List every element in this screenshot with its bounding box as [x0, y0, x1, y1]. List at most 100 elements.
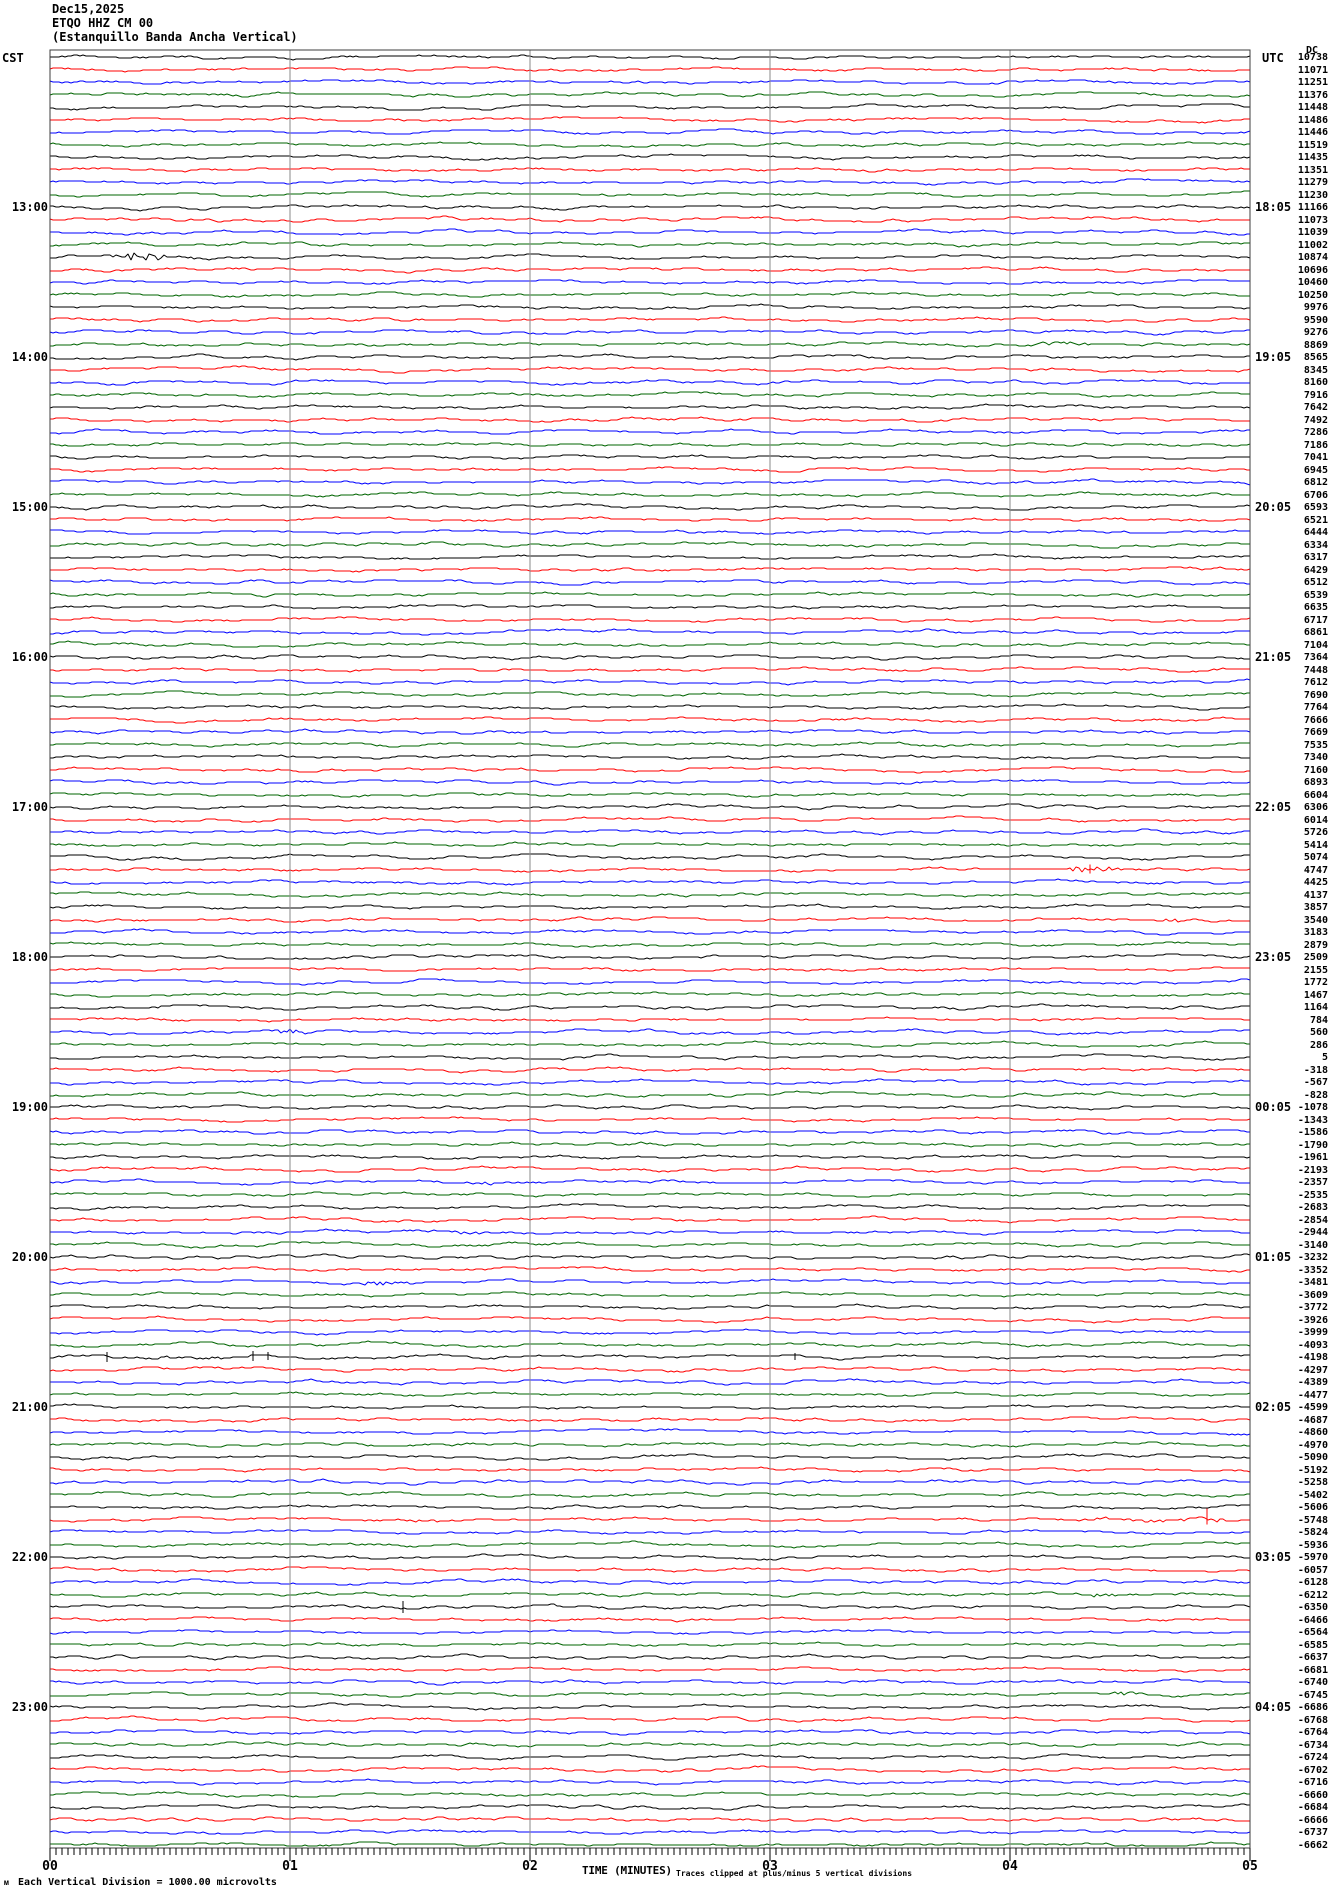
dc-offset-value: 11435 — [1297, 152, 1328, 163]
seismogram-trace — [50, 1228, 1250, 1236]
utc-time-label: 19:05 — [1255, 350, 1292, 364]
dc-offset-value: 1164 — [1303, 1002, 1328, 1013]
dc-offset-value: -318 — [1303, 1064, 1328, 1076]
dc-offset-value: -2854 — [1297, 1214, 1328, 1226]
seismogram-trace — [50, 1778, 1250, 1786]
seismogram-trace — [50, 1491, 1250, 1498]
seismogram-trace — [50, 1078, 1250, 1086]
seismogram-trace — [50, 541, 1250, 549]
dc-offset-value: 11279 — [1297, 177, 1328, 188]
x-tick-label: 00 — [42, 1859, 58, 1874]
seismogram-trace — [50, 1154, 1251, 1160]
dc-offset-value: 11039 — [1297, 227, 1328, 238]
seismogram-trace — [50, 341, 1251, 348]
dc-offset-value: -6734 — [1297, 1739, 1328, 1751]
seismogram-trace — [50, 604, 1250, 610]
seismogram-trace — [50, 741, 1250, 748]
dc-offset-value: 7160 — [1303, 764, 1328, 776]
dc-offset-value: -6745 — [1297, 1689, 1328, 1701]
dc-offset-value: 5 — [1321, 1052, 1328, 1063]
dc-offset-value: 7612 — [1303, 677, 1328, 688]
dc-offset-value: 4425 — [1303, 877, 1328, 888]
utc-time-label: 23:05 — [1255, 950, 1292, 964]
seismogram-trace — [50, 1666, 1251, 1673]
dc-offset-value: 11002 — [1297, 239, 1328, 251]
dc-offset-value: -1343 — [1297, 1114, 1328, 1126]
seismogram-trace — [49, 491, 1250, 498]
dc-offset-value: -6768 — [1297, 1714, 1328, 1726]
seismogram-trace — [49, 1816, 1250, 1822]
dc-offset-value: 6635 — [1303, 602, 1328, 613]
x-tick-label: 04 — [1002, 1859, 1018, 1874]
seismogram-trace — [49, 1829, 1251, 1835]
seismogram-trace — [49, 1441, 1250, 1448]
dc-offset-value: 7286 — [1303, 427, 1328, 438]
dc-offset-value: 7642 — [1303, 402, 1328, 413]
seismogram-trace — [49, 1303, 1250, 1310]
seismogram-trace — [50, 753, 1250, 760]
seismogram-trace — [49, 215, 1250, 223]
dc-offset-value: -1078 — [1297, 1102, 1328, 1113]
seismogram-trace — [50, 666, 1250, 673]
dc-offset-value: 6717 — [1303, 614, 1328, 626]
station-title: ETQO HHZ CM 00 — [52, 16, 154, 30]
seismogram-trace — [50, 866, 1251, 873]
dc-offset-value: 2509 — [1303, 952, 1328, 963]
left-timezone-label: CST — [2, 51, 24, 65]
seismogram-trace — [49, 1566, 1251, 1573]
dc-offset-value: 6604 — [1303, 789, 1328, 801]
dc-offset-value: 6444 — [1303, 527, 1328, 538]
utc-time-label: 04:05 — [1255, 1700, 1292, 1714]
seismogram-trace — [50, 703, 1250, 711]
dc-offset-value: 4747 — [1303, 864, 1328, 876]
dc-offset-value: -3999 — [1297, 1327, 1328, 1338]
dc-offset-value: -3772 — [1297, 1302, 1328, 1313]
cst-time-label: 23:00 — [11, 1700, 48, 1714]
dc-offset-value: 8160 — [1303, 377, 1328, 388]
seismogram-trace — [49, 591, 1251, 598]
dc-offset-value: 10874 — [1297, 252, 1328, 263]
dc-offset-value: 6317 — [1303, 552, 1328, 563]
seismogram-trace — [50, 853, 1250, 861]
seismogram-trace — [50, 1466, 1251, 1473]
dc-offset-value: 6334 — [1303, 539, 1328, 551]
seismogram-trace — [49, 178, 1251, 186]
seismogram-trace — [50, 116, 1250, 124]
seismogram-trace — [50, 54, 1251, 61]
seismogram-trace — [50, 716, 1250, 724]
dc-offset-value: -6684 — [1297, 1802, 1328, 1813]
seismogram-trace — [50, 442, 1251, 447]
x-tick-label: 02 — [522, 1859, 538, 1874]
dc-offset-value: -6724 — [1297, 1752, 1328, 1763]
seismogram-trace — [50, 379, 1250, 386]
corner-mark: ᴍ — [4, 1878, 9, 1887]
seismogram-trace — [50, 416, 1250, 423]
scale-note: Each Vertical Division = 1000.00 microvo… — [18, 1877, 277, 1888]
dc-offset-value: 11486 — [1297, 114, 1328, 126]
seismogram-trace — [50, 1729, 1251, 1736]
cst-time-label: 15:00 — [11, 500, 48, 514]
seismogram-trace — [49, 941, 1250, 948]
seismogram-trace — [49, 1803, 1250, 1811]
dc-offset-value: 1772 — [1303, 977, 1328, 988]
utc-time-label: 21:05 — [1255, 650, 1292, 664]
seismogram-trace — [50, 878, 1250, 886]
dc-offset-value: 11351 — [1297, 164, 1328, 176]
dc-column-label: DC — [1306, 45, 1319, 56]
dc-offset-value: -6764 — [1297, 1727, 1328, 1738]
dc-offset-value: -6212 — [1297, 1589, 1328, 1601]
cst-time-label: 17:00 — [11, 800, 48, 814]
seismogram-trace — [50, 966, 1250, 972]
dc-offset-value: -5936 — [1297, 1539, 1328, 1551]
utc-time-label: 20:05 — [1255, 500, 1292, 514]
dc-offset-value: -4599 — [1297, 1402, 1328, 1413]
seismogram-trace — [50, 553, 1250, 560]
dc-offset-value: -2683 — [1297, 1202, 1328, 1213]
seismogram-trace — [50, 1553, 1250, 1561]
seismogram-trace — [49, 66, 1250, 73]
dc-offset-value: 5074 — [1303, 852, 1328, 863]
dc-offset-value: -1586 — [1297, 1127, 1328, 1138]
cst-time-label: 14:00 — [11, 350, 48, 364]
seismogram-trace — [49, 654, 1250, 661]
